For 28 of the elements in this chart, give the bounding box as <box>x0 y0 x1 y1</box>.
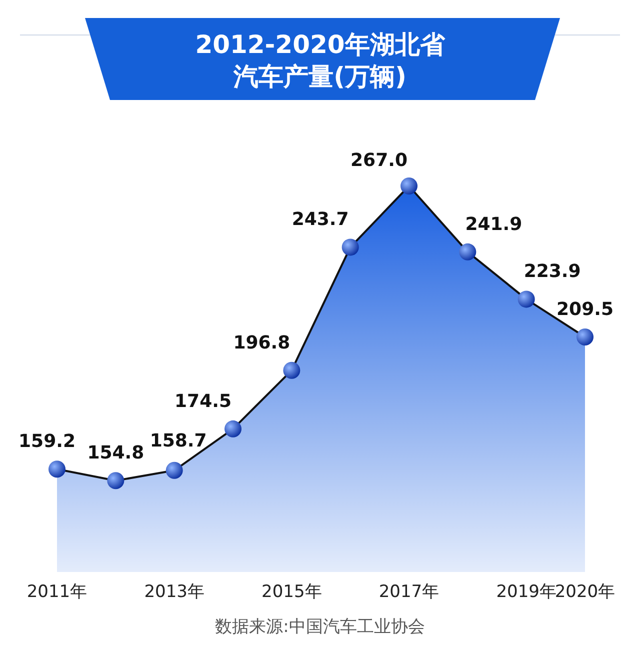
point <box>48 460 66 478</box>
point <box>107 472 124 490</box>
data-label: 241.9 <box>465 214 522 235</box>
point <box>224 420 242 438</box>
data-label: 267.0 <box>350 150 408 171</box>
chart-title: 2012-2020年湖北省汽车产量(万辆) <box>195 30 446 91</box>
point <box>576 328 594 346</box>
point <box>400 178 418 194</box>
x-tick-label: 2017年 <box>378 582 440 602</box>
data-label: 209.5 <box>556 299 614 320</box>
data-label: 196.8 <box>233 332 290 354</box>
data-label: 223.9 <box>524 261 581 282</box>
data-label: 158.7 <box>150 430 207 452</box>
data-label: 174.5 <box>174 390 232 412</box>
point <box>518 290 535 308</box>
x-tick-label: 2011年 <box>26 582 88 602</box>
data-label: 154.8 <box>87 442 144 464</box>
data-label: 159.2 <box>18 431 76 452</box>
point <box>283 362 300 379</box>
x-tick-label: 2019年 <box>496 582 556 602</box>
x-tick-label: 2013年 <box>144 582 204 602</box>
data-label: 243.7 <box>292 209 349 230</box>
point <box>342 238 359 256</box>
x-tick-label: 2015年 <box>262 582 322 602</box>
x-tick-label: 2020年 <box>554 582 616 602</box>
point <box>459 243 476 260</box>
annotation: 数据来源:中国汽车工业协会 <box>215 617 425 637</box>
point <box>166 462 183 479</box>
